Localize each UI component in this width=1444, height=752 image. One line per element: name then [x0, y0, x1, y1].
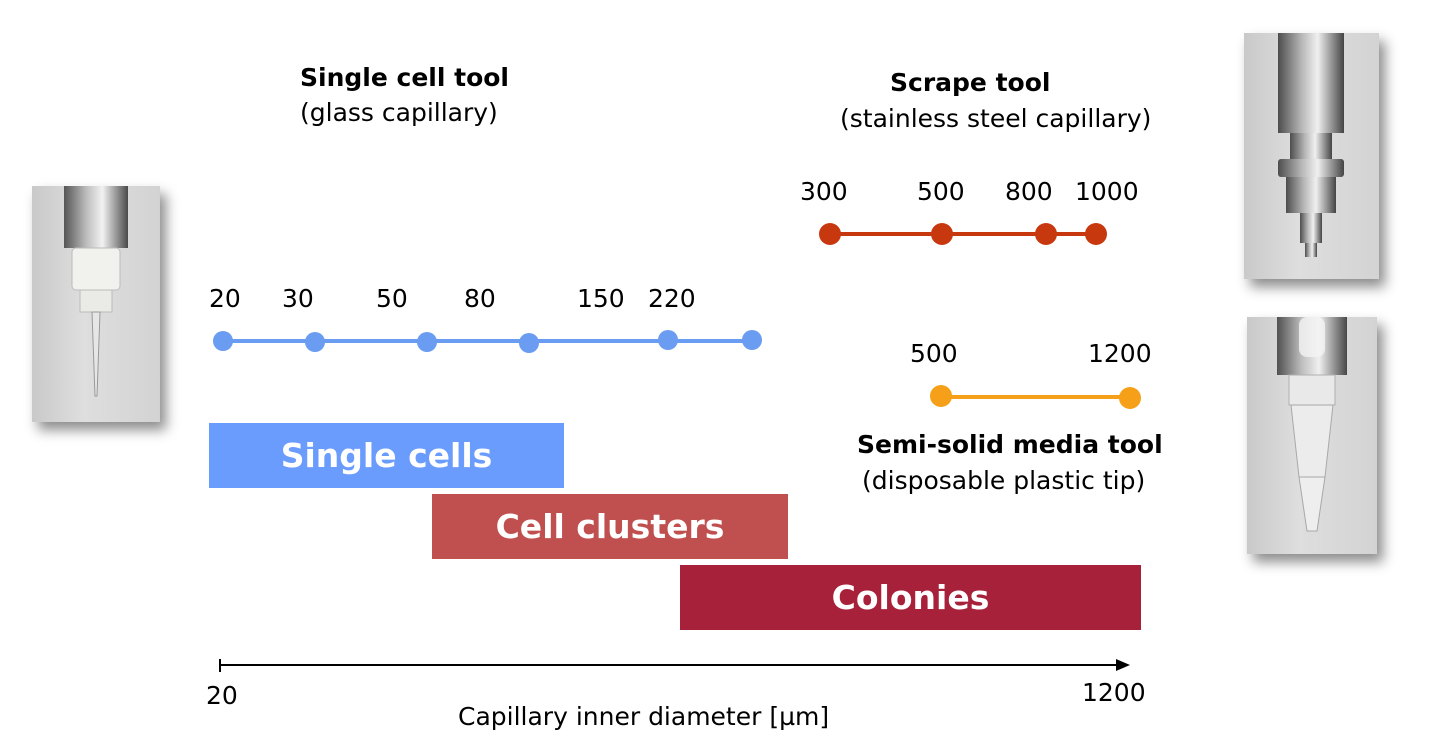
scrape-range-line [819, 223, 1107, 245]
scrape-tick-label: 500 [917, 177, 965, 206]
single-cell-tool-subtitle: (glass capillary) [300, 98, 498, 127]
range-dot [658, 330, 678, 350]
colonies-band-label: Colonies [831, 578, 990, 617]
single-cell-tool-photo [32, 186, 160, 422]
axis-min-label: 20 [206, 681, 238, 710]
scrape-tick-label: 800 [1005, 177, 1053, 206]
range-dot [1085, 223, 1107, 245]
axis-arrow-icon [1116, 659, 1130, 671]
scrape-tick-label: 1000 [1075, 177, 1139, 206]
semi-solid-tool-photo [1247, 317, 1377, 554]
semi-solid-tick-label: 500 [910, 339, 958, 368]
range-dot [742, 330, 762, 350]
axis-title: Capillary inner diameter [µm] [458, 702, 830, 731]
single-cell-tick-label: 220 [648, 284, 696, 313]
axis-max-label: 1200 [1082, 678, 1146, 707]
semi-solid-tick-label: 1200 [1088, 339, 1152, 368]
scrape-tool-photo [1244, 33, 1379, 279]
semi-solid-range-line [930, 385, 1141, 409]
single-cell-tool-title: Single cell tool [300, 63, 509, 92]
single-cell-range-line [213, 330, 762, 353]
range-dot [819, 223, 841, 245]
range-dot [213, 331, 233, 351]
range-dot [931, 223, 953, 245]
single-cell-tick-label: 150 [577, 284, 625, 313]
plastic-tip-icon [1277, 317, 1347, 532]
range-dot [930, 385, 952, 407]
range-dot [1035, 223, 1057, 245]
range-dot [305, 332, 325, 352]
scrape-tick-label: 300 [800, 177, 848, 206]
diameter-axis [219, 659, 1130, 672]
steel-capillary-icon [1278, 33, 1344, 257]
single-cells-band: Single cells [209, 423, 564, 488]
scrape-tool-title: Scrape tool [890, 68, 1051, 97]
colonies-band: Colonies [680, 565, 1141, 630]
single-cell-tick-label: 30 [282, 284, 314, 313]
cell-clusters-band: Cell clusters [432, 494, 788, 559]
semi-solid-tool-subtitle: (disposable plastic tip) [862, 466, 1146, 495]
glass-capillary-icon [64, 186, 128, 397]
scrape-tool-subtitle: (stainless steel capillary) [840, 104, 1152, 133]
single-cell-tick-label: 80 [464, 284, 496, 313]
range-dot [1119, 387, 1141, 409]
range-dot [519, 333, 539, 353]
semi-solid-tool-title: Semi-solid media tool [857, 430, 1163, 459]
cell-clusters-band-label: Cell clusters [495, 507, 725, 546]
single-cell-tick-label: 50 [376, 284, 408, 313]
range-dot [417, 332, 437, 352]
single-cell-tick-label: 20 [209, 284, 241, 313]
single-cells-band-label: Single cells [280, 436, 493, 475]
